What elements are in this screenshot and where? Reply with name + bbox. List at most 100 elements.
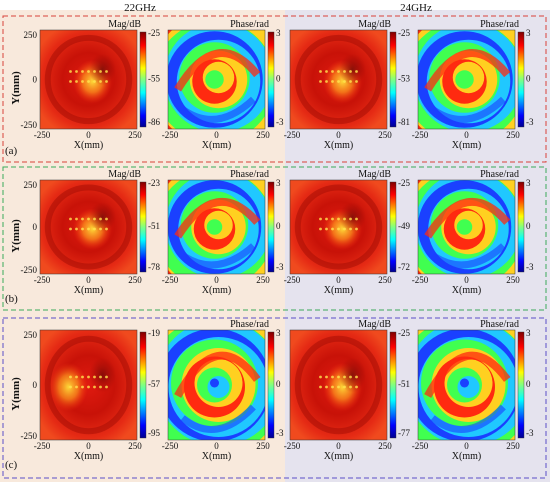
x-axis-label: X(mm)	[202, 285, 231, 296]
colorbar-tick: 0	[526, 379, 531, 389]
y-tick-label: 0	[33, 222, 38, 232]
x-tick-label: 250	[378, 130, 392, 140]
x-axis-label: X(mm)	[324, 140, 353, 151]
y-tick-label: 250	[24, 330, 38, 340]
colorbar-tick: -25	[398, 178, 410, 188]
colorbar-tick: 0	[276, 379, 281, 389]
colorbar	[267, 181, 275, 273]
colorbar-tick: -51	[398, 379, 410, 389]
x-tick-label: 250	[128, 441, 142, 451]
mag-image	[290, 330, 387, 440]
panel-title: Phase/rad	[480, 319, 519, 330]
colorbar-tick: -53	[398, 74, 410, 84]
x-axis-label: X(mm)	[74, 451, 103, 462]
colorbar-tick: -3	[276, 117, 284, 127]
colorbar-tick: -3	[276, 262, 284, 272]
phase-image	[418, 30, 515, 129]
x-axis-label: X(mm)	[324, 451, 353, 462]
x-axis-label: X(mm)	[202, 140, 231, 151]
colorbar	[139, 181, 147, 273]
x-axis-label: X(mm)	[452, 285, 481, 296]
x-tick-label: 0	[336, 441, 341, 451]
x-tick-label: -250	[162, 441, 179, 451]
colorbar-tick: -78	[148, 262, 160, 272]
colorbar	[267, 331, 275, 439]
panel-c-22-mag: -19 -57 -95 -250 0 250 X(mm) 250 0 -250	[21, 328, 161, 462]
colorbar	[267, 31, 275, 128]
colorbar-tick: -81	[398, 117, 410, 127]
panel-c-22-phase: 3 0 -3 Phase/rad -250 0 250 X(mm)	[162, 319, 284, 462]
colorbar-tick: -3	[526, 428, 534, 438]
panel-title: Phase/rad	[230, 319, 269, 330]
colorbar-tick: -19	[148, 328, 160, 338]
x-axis-label: X(mm)	[452, 451, 481, 462]
row-frame-a	[2, 15, 547, 163]
mag-image	[290, 30, 387, 129]
panel-title: Mag/dB	[358, 319, 391, 330]
mag-image	[40, 180, 137, 274]
x-axis-label: X(mm)	[452, 140, 481, 151]
colorbar	[517, 31, 525, 128]
y-tick-label: -250	[21, 120, 38, 130]
panel-title: Mag/dB	[358, 19, 391, 30]
colorbar-tick: 3	[526, 28, 531, 38]
x-tick-label: 250	[256, 130, 270, 140]
y-axis-label-row-b: Y(mm)	[10, 219, 22, 253]
row-frame-b	[2, 166, 547, 311]
panel-a-22-mag: -25 -55 -86 Mag/dB -250 0 250 X(mm) 250 0 -250	[21, 19, 161, 151]
y-tick-label: -250	[21, 265, 38, 275]
y-tick-label: 250	[24, 30, 38, 40]
colorbar-tick: -25	[148, 28, 160, 38]
x-tick-label: -250	[412, 441, 429, 451]
x-tick-label: 0	[336, 130, 341, 140]
panel-title: Phase/rad	[230, 169, 269, 180]
x-tick-label: -250	[34, 130, 51, 140]
row-label-c: (c)	[5, 459, 18, 471]
x-tick-label: 250	[256, 441, 270, 451]
panel-a-24-phase: 3 0 -3 Phase/rad -250 0 250 X(mm)	[412, 19, 534, 151]
colorbar-tick: 0	[526, 221, 531, 231]
frequency-label-24ghz: 24GHz	[400, 2, 432, 14]
panel-title: Mag/dB	[108, 19, 141, 30]
x-tick-label: 0	[86, 441, 91, 451]
x-tick-label: -250	[34, 275, 51, 285]
phase-image	[418, 330, 515, 440]
x-tick-label: -250	[162, 130, 179, 140]
colorbar	[389, 331, 397, 439]
x-tick-label: 0	[214, 130, 219, 140]
panel-b-24-phase: 3 0 -3 Phase/rad -250 0 250 X(mm)	[412, 169, 534, 296]
x-axis-label: X(mm)	[202, 451, 231, 462]
colorbar	[517, 181, 525, 273]
x-tick-label: 0	[464, 275, 469, 285]
colorbar-tick: -3	[526, 117, 534, 127]
panel-title: Mag/dB	[358, 169, 391, 180]
panel-b-22-mag: -23 -51 -78 Mag/dB -250 0 250 X(mm) 250 0 -250	[21, 169, 161, 296]
x-tick-label: 0	[214, 275, 219, 285]
panel-title: Phase/rad	[230, 19, 269, 30]
panel-title: Phase/rad	[480, 19, 519, 30]
x-axis-label: X(mm)	[74, 285, 103, 296]
x-tick-label: 0	[336, 275, 341, 285]
x-tick-label: 0	[86, 275, 91, 285]
x-tick-label: 0	[86, 130, 91, 140]
colorbar-tick: -55	[148, 74, 160, 84]
x-tick-label: -250	[162, 275, 179, 285]
colorbar-tick: 3	[526, 178, 531, 188]
colorbar-tick: -86	[148, 117, 160, 127]
panel-c-24-mag: -25 -51 -77 Mag/dB -250 0 250 X(mm)	[284, 319, 411, 462]
mag-image	[40, 330, 137, 440]
panel-title: Phase/rad	[480, 169, 519, 180]
x-tick-label: 0	[464, 130, 469, 140]
mag-image	[40, 30, 137, 129]
colorbar-tick: -25	[398, 28, 410, 38]
row-label-b: (b)	[5, 293, 18, 305]
y-axis-label-row-a: Y(mm)	[10, 71, 22, 105]
colorbar-tick: -51	[148, 221, 160, 231]
colorbar-tick: 0	[526, 74, 531, 84]
y-tick-label: -250	[21, 431, 38, 441]
x-tick-label: -250	[412, 130, 429, 140]
x-tick-label: 250	[128, 275, 142, 285]
colorbar	[389, 31, 397, 128]
x-tick-label: 250	[378, 275, 392, 285]
